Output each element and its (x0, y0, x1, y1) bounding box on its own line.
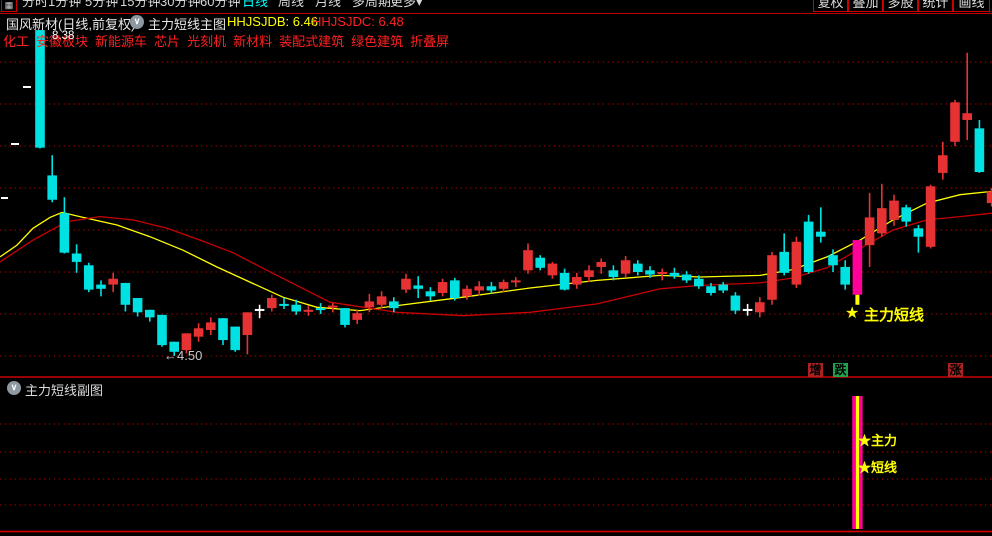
period-tab-2[interactable]: 5分钟 (85, 0, 119, 9)
period-tab-6[interactable]: 日线 (242, 0, 269, 9)
low-price-label: ←4.50 (164, 348, 203, 363)
chart-marker-1: 跌 (833, 363, 848, 377)
toolbar-button-4[interactable]: 画线 (953, 0, 990, 12)
toolbar-button-2[interactable]: 多股 (883, 0, 918, 12)
period-tab-1[interactable]: 1分钟 (48, 0, 82, 9)
indicator-value-hhjsjdc: HHJSJDC: 6.48 (312, 14, 404, 29)
symbol-header: 国风新材(日线,前复权) ∨ 主力短线主图 HHJSJDB: 6.46 HHJS… (0, 14, 992, 32)
period-tab-3[interactable]: 15分钟 (120, 0, 161, 9)
indicator-name: 主力短线主图 (148, 17, 227, 32)
period-tab-8[interactable]: 月线 (315, 0, 342, 9)
subpanel-title: 主力短线副图 (25, 383, 104, 398)
period-tab-5[interactable]: 60分钟 (200, 0, 241, 9)
chart-marker-0: 增 (808, 363, 823, 377)
period-toolbar: ▦ 分时 1分钟 5分钟 15分钟 30分钟 60分钟 日线 周线 月线 多周期 更多▾ 复权 叠加多… (0, 0, 992, 14)
sector-link-8[interactable]: 折叠屏 (410, 34, 450, 49)
subpanel-signal-label-1: ★短线 (858, 460, 898, 475)
signal-label: 主力短线 (864, 307, 925, 324)
period-tab-4[interactable]: 30分钟 (160, 0, 201, 9)
sector-link-5[interactable]: 新材料 (233, 34, 273, 49)
symbol-title: 国风新材(日线,前复权) (6, 17, 136, 32)
sector-link-4[interactable]: 光刻机 (187, 34, 227, 49)
sector-link-6[interactable]: 装配式建筑 (279, 34, 345, 49)
toolbar-button-3[interactable]: 统计 (918, 0, 953, 12)
toolbar-button-1[interactable]: 叠加 (848, 0, 883, 12)
signal-star-icon: ★ (845, 305, 860, 322)
period-tab-7[interactable]: 周线 (278, 0, 305, 9)
sector-link-2[interactable]: 新能源车 (95, 34, 148, 49)
period-tab-0[interactable]: 分时 (22, 0, 49, 9)
high-price-label: 8.38 (52, 30, 75, 42)
period-tab-9[interactable]: 多周期 (352, 0, 392, 9)
sector-link-1[interactable]: 安徽板块 (36, 34, 89, 49)
subpanel-collapse-chevron-icon[interactable]: ∨ (7, 381, 21, 395)
sector-link-0[interactable]: 化工 (3, 34, 30, 49)
sector-links-row: 化工 安徽板块 新能源车 芯片 光刻机 新材料 装配式建筑 绿色建筑 折叠屏 (3, 31, 703, 50)
grid-menu-icon[interactable]: ▦ (1, 0, 17, 12)
indicator-value-hhjsjdb: HHJSJDB: 6.46 (227, 14, 319, 29)
sector-link-3[interactable]: 芯片 (154, 34, 181, 49)
indicator-collapse-chevron-icon[interactable]: ∨ (130, 15, 144, 29)
period-tab-10[interactable]: 更多▾ (390, 0, 423, 9)
sector-link-7[interactable]: 绿色建筑 (351, 34, 404, 49)
toolbar-button-0[interactable]: 复权 (813, 0, 848, 12)
subpanel-signal-label-0: ★主力 (858, 433, 898, 448)
chart-marker-2: 涨 (948, 363, 963, 377)
